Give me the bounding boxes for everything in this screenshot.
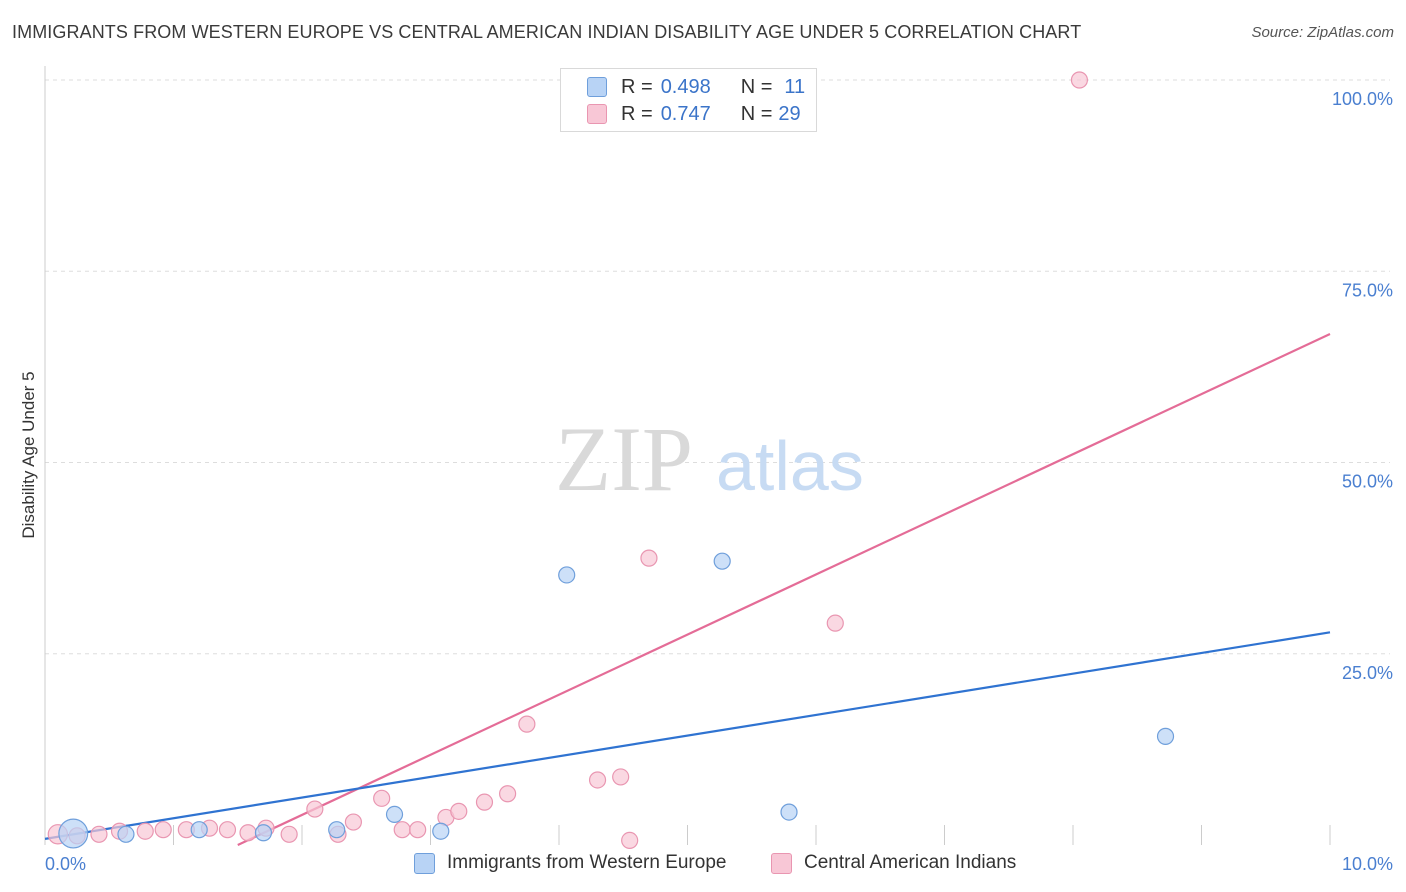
central-american-indians-point bbox=[499, 785, 517, 803]
central-american-indians-point bbox=[306, 800, 324, 818]
central-american-indians-point bbox=[588, 771, 607, 789]
gridlines bbox=[45, 79, 1390, 655]
central-american-indians-point bbox=[239, 824, 257, 842]
central-american-indians-point bbox=[90, 825, 108, 843]
blue-swatch bbox=[414, 852, 435, 874]
pink-swatch bbox=[771, 852, 792, 874]
correlation-legend: R = 0.498 N = 11 R = 0.747 N = 29 bbox=[560, 68, 817, 132]
r-label: R = bbox=[621, 75, 653, 98]
central-american-indians-point bbox=[475, 793, 494, 811]
legend-row-western-europe: R = 0.498 N = 11 bbox=[587, 74, 805, 100]
western-europe-point bbox=[328, 821, 346, 839]
western-europe-point bbox=[190, 821, 208, 839]
legend-label: Immigrants from Western Europe bbox=[447, 852, 727, 873]
central-american-indians-point bbox=[393, 821, 411, 839]
legend-item-central-american-indians: Central American Indians bbox=[771, 852, 1016, 874]
legend-row-central-american-indians: R = 0.747 N = 29 bbox=[587, 101, 801, 127]
r-label: R = bbox=[621, 102, 653, 125]
central-american-indians-point bbox=[280, 825, 298, 843]
central-american-indians-point bbox=[409, 821, 427, 839]
y-tick-label: 50.0% bbox=[1342, 472, 1393, 492]
central-american-indians-point bbox=[826, 614, 844, 632]
n-label: N = bbox=[740, 75, 773, 98]
series-legend: Immigrants from Western Europe Central A… bbox=[0, 852, 1406, 878]
y-tick-label: 75.0% bbox=[1342, 280, 1393, 300]
western-europe-point bbox=[385, 805, 404, 824]
axes bbox=[44, 66, 1331, 845]
central-american-indians-point bbox=[373, 789, 391, 807]
legend-label: Central American Indians bbox=[804, 852, 1017, 873]
western-europe-point bbox=[117, 825, 135, 843]
pink-swatch bbox=[587, 104, 607, 124]
central-american-indians-point bbox=[344, 813, 362, 831]
western-europe-trendline bbox=[44, 631, 1331, 840]
n-value: 29 bbox=[778, 102, 801, 125]
central-american-indians-point bbox=[154, 821, 172, 839]
central-american-indians-point bbox=[621, 831, 639, 850]
y-tick-label: 100.0% bbox=[1332, 89, 1393, 109]
central-american-indians-trendline bbox=[237, 332, 1331, 846]
western-europe-point bbox=[58, 818, 89, 849]
central-american-indians-point bbox=[612, 768, 630, 786]
central-american-indians-point bbox=[136, 822, 154, 840]
central-american-indians-point bbox=[450, 802, 468, 820]
western-europe-point bbox=[254, 824, 273, 842]
chart-title: IMMIGRANTS FROM WESTERN EUROPE VS CENTRA… bbox=[12, 22, 1082, 42]
x-tick-label: 0.0% bbox=[45, 854, 86, 874]
source-label: Source: ZipAtlas.com bbox=[1251, 24, 1394, 41]
watermark: ZIP atlas bbox=[555, 408, 864, 510]
watermark-zip: ZIP bbox=[555, 408, 693, 510]
watermark-atlas: atlas bbox=[716, 427, 864, 505]
n-value: 11 bbox=[784, 75, 806, 98]
legend-item-western-europe: Immigrants from Western Europe bbox=[414, 852, 726, 874]
y-tick-label: 25.0% bbox=[1342, 663, 1393, 683]
r-value: 0.747 bbox=[660, 102, 711, 125]
central-american-indians-point bbox=[518, 715, 536, 733]
western-europe-point bbox=[558, 566, 576, 584]
western-europe-point bbox=[713, 552, 731, 570]
western-europe-point bbox=[780, 803, 798, 821]
western-europe-point bbox=[432, 822, 450, 840]
data-points bbox=[47, 71, 1175, 850]
r-value: 0.498 bbox=[660, 75, 711, 98]
western-europe-point bbox=[1156, 727, 1175, 745]
tick-labels: 25.0% 50.0% 75.0% 100.0% 0.0% 10.0% bbox=[45, 89, 1393, 874]
trendlines bbox=[44, 332, 1331, 846]
x-tick-label: 10.0% bbox=[1342, 854, 1393, 874]
n-label: N = bbox=[740, 102, 773, 125]
central-american-indians-point bbox=[218, 821, 237, 839]
blue-swatch bbox=[587, 77, 607, 97]
y-axis-label: Disability Age Under 5 bbox=[19, 371, 38, 538]
central-american-indians-point bbox=[640, 549, 658, 567]
central-american-indians-point bbox=[1070, 71, 1089, 89]
